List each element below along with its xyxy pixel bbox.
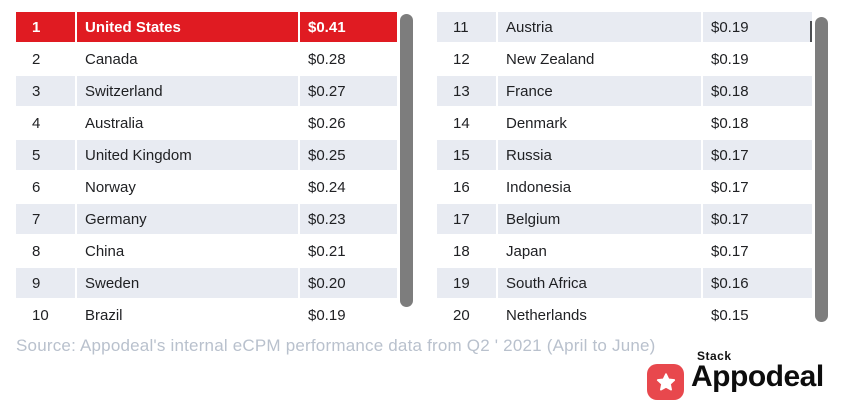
country-cell: France [498, 76, 701, 106]
country-cell: Denmark [498, 108, 701, 138]
ecpm-value-cell: $0.15 [703, 300, 812, 330]
table-row: 15 Russia $0.17 [437, 140, 812, 170]
country-cell: Austria [498, 12, 701, 42]
source-note: Source: Appodeal's internal eCPM perform… [16, 336, 656, 355]
table-row: 3 Switzerland $0.27 [16, 76, 397, 106]
rank-cell: 4 [16, 108, 75, 138]
table-row: 5 United Kingdom $0.25 [16, 140, 397, 170]
table-row: 11 Austria $0.19 [437, 12, 812, 42]
ecpm-value-cell: $0.20 [300, 268, 397, 298]
right-table-scrollbar-thumb[interactable] [815, 17, 828, 322]
country-cell: Sweden [77, 268, 298, 298]
rank-cell: 19 [437, 268, 496, 298]
country-cell: Australia [77, 108, 298, 138]
table-row: 14 Denmark $0.18 [437, 108, 812, 138]
country-cell: South Africa [498, 268, 701, 298]
logo-appodeal-label: Appodeal [691, 360, 824, 393]
table-row: 2 Canada $0.28 [16, 44, 397, 74]
ecpm-value-cell: $0.21 [300, 236, 397, 266]
appodeal-logo-mark [647, 364, 684, 400]
rank-cell: 3 [16, 76, 75, 106]
table-row: 7 Germany $0.23 [16, 204, 397, 234]
left-table-scrollbar-thumb[interactable] [400, 14, 413, 307]
table-row: 4 Australia $0.26 [16, 108, 397, 138]
country-cell: Russia [498, 140, 701, 170]
country-cell: Belgium [498, 204, 701, 234]
rank-cell: 8 [16, 236, 75, 266]
country-cell: Norway [77, 172, 298, 202]
rank-cell: 17 [437, 204, 496, 234]
ranking-table-ranks-1-10: 1 United States $0.41 2 Canada $0.28 3 S… [16, 12, 397, 330]
table-row: 16 Indonesia $0.17 [437, 172, 812, 202]
table-row: 19 South Africa $0.16 [437, 268, 812, 298]
table-row: 17 Belgium $0.17 [437, 204, 812, 234]
table-row: 6 Norway $0.24 [16, 172, 397, 202]
ecpm-value-cell: $0.28 [300, 44, 397, 74]
rank-cell: 12 [437, 44, 496, 74]
ecpm-value-cell: $0.19 [703, 44, 812, 74]
ecpm-value-cell: $0.17 [703, 236, 812, 266]
ecpm-value-cell: $0.26 [300, 108, 397, 138]
ecpm-value-cell: $0.27 [300, 76, 397, 106]
country-cell: China [77, 236, 298, 266]
logo-stack-label: Stack [697, 349, 732, 363]
ecpm-value-cell: $0.25 [300, 140, 397, 170]
rank-cell: 9 [16, 268, 75, 298]
rank-cell: 20 [437, 300, 496, 330]
country-cell: United States [77, 12, 298, 42]
ecpm-value-cell: $0.16 [703, 268, 812, 298]
rank-cell: 15 [437, 140, 496, 170]
rank-cell: 14 [437, 108, 496, 138]
rank-cell: 7 [16, 204, 75, 234]
country-cell: New Zealand [498, 44, 701, 74]
table-row: 12 New Zealand $0.19 [437, 44, 812, 74]
rank-cell: 18 [437, 236, 496, 266]
country-cell: United Kingdom [77, 140, 298, 170]
rank-cell: 16 [437, 172, 496, 202]
table-row: 18 Japan $0.17 [437, 236, 812, 266]
table-row: 20 Netherlands $0.15 [437, 300, 812, 330]
rank-cell: 10 [16, 300, 75, 330]
ranking-table-ranks-11-20: 11 Austria $0.19 12 New Zealand $0.19 13… [437, 12, 812, 330]
country-cell: Brazil [77, 300, 298, 330]
ecpm-value-cell: $0.41 [300, 12, 397, 42]
rank-cell: 1 [16, 12, 75, 42]
country-cell: Netherlands [498, 300, 701, 330]
table-row: 9 Sweden $0.20 [16, 268, 397, 298]
ecpm-value-cell: $0.17 [703, 172, 812, 202]
table-row: 8 China $0.21 [16, 236, 397, 266]
ecpm-value-cell: $0.17 [703, 140, 812, 170]
table-row: 13 France $0.18 [437, 76, 812, 106]
ecpm-value-cell: $0.18 [703, 76, 812, 106]
rank-cell: 13 [437, 76, 496, 106]
ecpm-value-cell: $0.19 [300, 300, 397, 330]
country-cell: Germany [77, 204, 298, 234]
ecpm-value-cell: $0.23 [300, 204, 397, 234]
country-cell: Japan [498, 236, 701, 266]
ecpm-value-cell: $0.18 [703, 108, 812, 138]
country-cell: Switzerland [77, 76, 298, 106]
rank-cell: 2 [16, 44, 75, 74]
ecpm-value-cell: $0.19 [703, 12, 812, 42]
table-row: 1 United States $0.41 [16, 12, 397, 42]
rank-cell: 11 [437, 12, 496, 42]
country-cell: Indonesia [498, 172, 701, 202]
rank-cell: 6 [16, 172, 75, 202]
ecpm-value-cell: $0.17 [703, 204, 812, 234]
text-cursor-artifact [810, 21, 812, 42]
country-cell: Canada [77, 44, 298, 74]
table-row: 10 Brazil $0.19 [16, 300, 397, 330]
star-icon [655, 371, 677, 393]
ecpm-value-cell: $0.24 [300, 172, 397, 202]
rank-cell: 5 [16, 140, 75, 170]
